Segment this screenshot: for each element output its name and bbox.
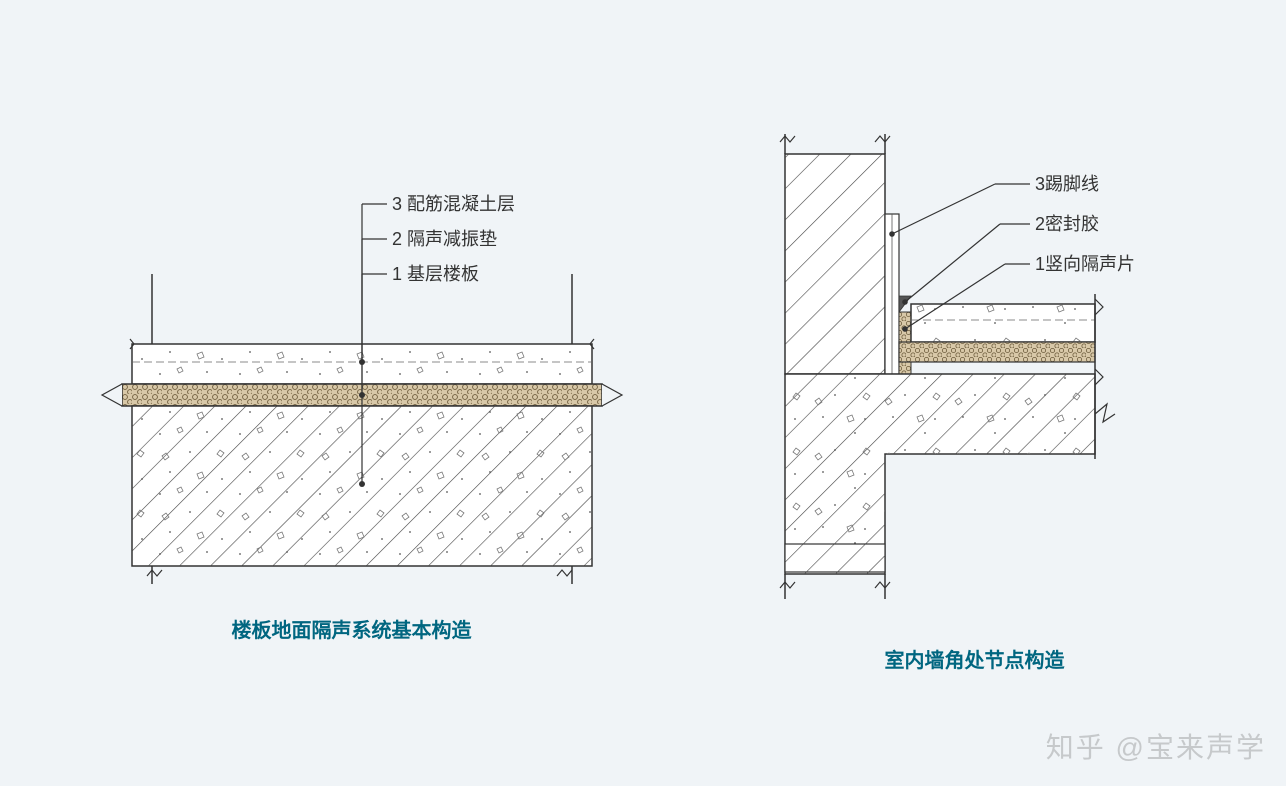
diagram-container: 3 配筋混凝土层 2 隔声减振垫 1 基层楼板 楼板地面隔声系统基本构造 [0,0,1286,786]
right-diagram: 3踢脚线 2密封胶 1竖向隔声片 [735,114,1215,614]
label-layer1: 1 基层楼板 [392,264,479,284]
right-panel: 3踢脚线 2密封胶 1竖向隔声片 室内墙角处节点构造 [735,114,1215,673]
watermark-text: 知乎 @宝来声学 [1046,726,1266,766]
label-item3: 3踢脚线 [1035,174,1099,194]
label-item2: 2密封胶 [1035,214,1099,234]
label-layer2: 2 隔声减振垫 [392,229,497,249]
left-caption: 楼板地面隔声系统基本构造 [232,614,472,643]
label-item1: 1竖向隔声片 [1035,254,1135,274]
label-layer3: 3 配筋混凝土层 [392,194,515,214]
left-panel: 3 配筋混凝土层 2 隔声减振垫 1 基层楼板 楼板地面隔声系统基本构造 [72,144,632,643]
left-diagram: 3 配筋混凝土层 2 隔声减振垫 1 基层楼板 [72,144,632,584]
right-caption: 室内墙角处节点构造 [885,644,1065,673]
